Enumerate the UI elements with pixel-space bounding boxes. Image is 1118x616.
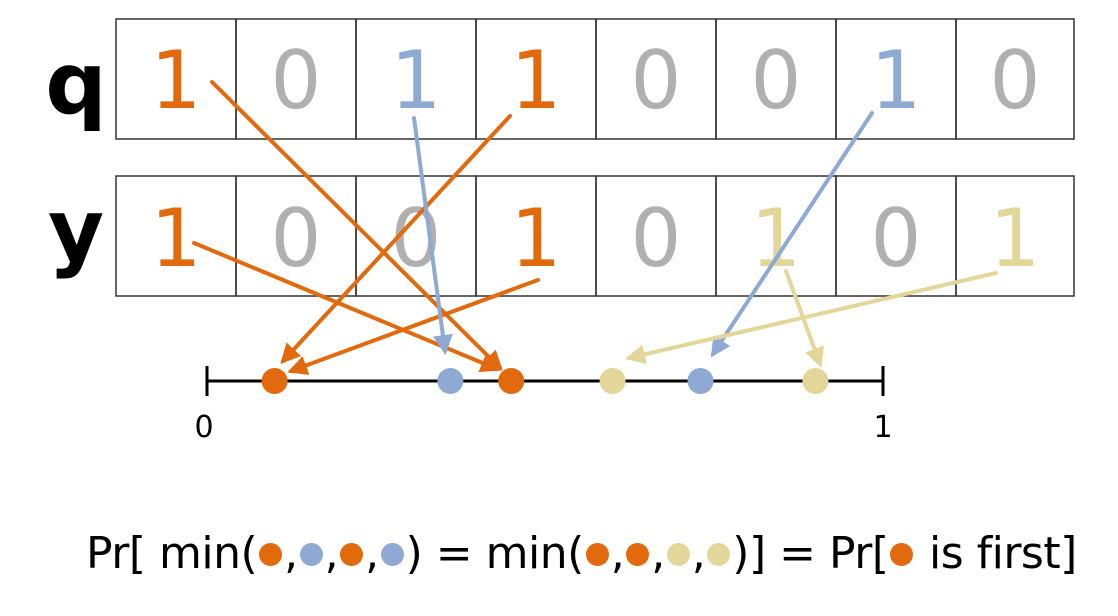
y-vector: 1 0 0 1 0 1 0 1: [116, 176, 1074, 296]
formula-sep: ,: [365, 528, 379, 579]
hash-point-blue-5: [687, 368, 713, 394]
y-value-7: 0: [871, 192, 922, 285]
y-value-5: 0: [631, 192, 682, 285]
formula-close-mid: ) = min(: [406, 528, 584, 579]
tick-label-1: 1: [873, 410, 892, 445]
arrow-q7: [713, 113, 872, 354]
orange-dot-icon: [340, 543, 363, 566]
formula-tail: is first]: [915, 528, 1076, 579]
y-value-6: 1: [751, 192, 802, 285]
number-line: 0 1: [194, 366, 892, 445]
q-value-7: 1: [871, 34, 922, 127]
formula-pr-open: Pr[ min(: [86, 528, 257, 579]
q-value-6: 0: [751, 34, 802, 127]
orange-dot-icon: [259, 543, 282, 566]
formula-sep: ,: [692, 528, 706, 579]
orange-dot-icon: [890, 543, 913, 566]
q-value-5: 0: [631, 34, 682, 127]
q-value-2: 0: [271, 34, 322, 127]
q-value-8: 0: [990, 34, 1041, 127]
hash-point-yellow-4: [600, 368, 626, 394]
row-label-y: y: [48, 181, 104, 281]
q-value-4: 1: [511, 34, 562, 127]
yellow-dot-icon: [707, 543, 730, 566]
y-value-8: 1: [990, 192, 1041, 285]
y-value-1: 1: [151, 192, 202, 285]
yellow-dot-icon: [667, 543, 690, 566]
formula-close-end: )] = Pr[: [732, 528, 888, 579]
hash-point-blue-2: [437, 368, 463, 394]
formula-sep: ,: [325, 528, 339, 579]
formula-sep: ,: [611, 528, 625, 579]
q-vector: 1 0 1 1 0 0 1 0: [116, 19, 1074, 139]
q-value-1: 1: [151, 34, 202, 127]
blue-dot-icon: [300, 543, 323, 566]
hash-point-orange-1: [262, 368, 288, 394]
orange-dot-icon: [626, 543, 649, 566]
formula-sep: ,: [651, 528, 665, 579]
q-value-3: 1: [391, 34, 442, 127]
formula-sep: ,: [284, 528, 298, 579]
arrow-y4: [291, 280, 538, 371]
y-value-4: 1: [511, 192, 562, 285]
tick-label-0: 0: [194, 410, 213, 445]
hash-point-orange-3: [498, 368, 524, 394]
row-label-q: q: [45, 34, 107, 134]
y-value-2: 0: [271, 192, 322, 285]
blue-dot-icon: [381, 543, 404, 566]
orange-dot-icon: [586, 543, 609, 566]
hash-point-yellow-6: [802, 368, 828, 394]
probability-formula: Pr[ min(,,, ) = min(,,, )] = Pr[ is first]: [86, 528, 1077, 579]
